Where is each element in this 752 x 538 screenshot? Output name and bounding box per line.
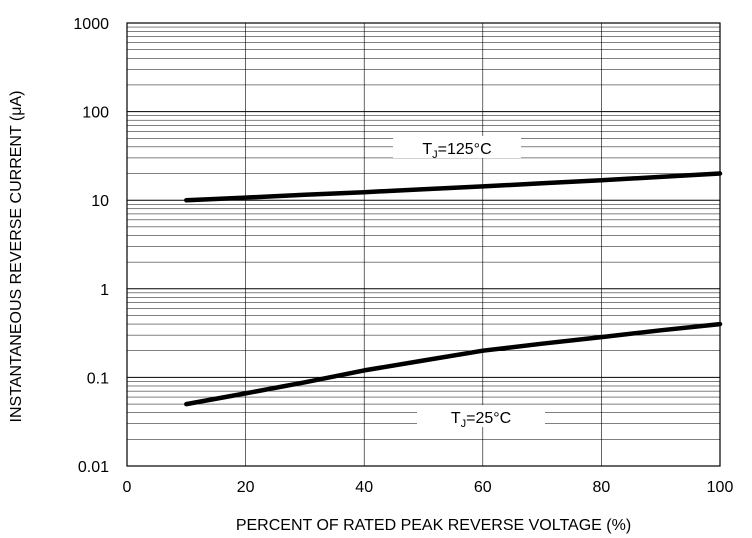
series-label-background xyxy=(393,136,521,158)
plot-frame xyxy=(126,22,721,467)
series-line-tj-125c xyxy=(184,171,723,203)
x-tick-label: 100 xyxy=(707,479,734,496)
y-axis-title: INSTANTANEOUS REVERSE CURRENT (μA) xyxy=(8,91,25,423)
x-axis-title: PERCENT OF RATED PEAK REVERSE VOLTAGE (%… xyxy=(236,517,631,534)
y-tick-label: 100 xyxy=(82,105,109,122)
y-tick-label: 1 xyxy=(100,282,109,299)
series-label-background xyxy=(417,405,545,427)
y-tick-labels: 0.01 0.1 1 10 100 1000 xyxy=(73,16,109,476)
x-tick-label: 60 xyxy=(474,479,492,496)
y-tick-label: 1000 xyxy=(73,16,109,33)
x-tick-label: 20 xyxy=(237,479,255,496)
x-tick-label: 80 xyxy=(593,479,611,496)
series-label: TJ=25°C xyxy=(451,410,511,430)
y-tick-label: 0.1 xyxy=(87,370,109,387)
series-layer xyxy=(184,171,723,407)
x-tick-label: 0 xyxy=(123,479,132,496)
series-label-layer: TJ=125°C TJ=25°C xyxy=(393,136,545,430)
minor-gridlines xyxy=(127,26,720,440)
y-tick-label: 10 xyxy=(91,193,109,210)
x-tick-labels: 0 20 40 60 80 100 xyxy=(123,479,734,496)
y-tick-label: 0.01 xyxy=(78,459,109,476)
series-label: TJ=125°C xyxy=(422,141,491,161)
series-line-tj-25c xyxy=(184,321,723,407)
x-tick-label: 40 xyxy=(355,479,373,496)
